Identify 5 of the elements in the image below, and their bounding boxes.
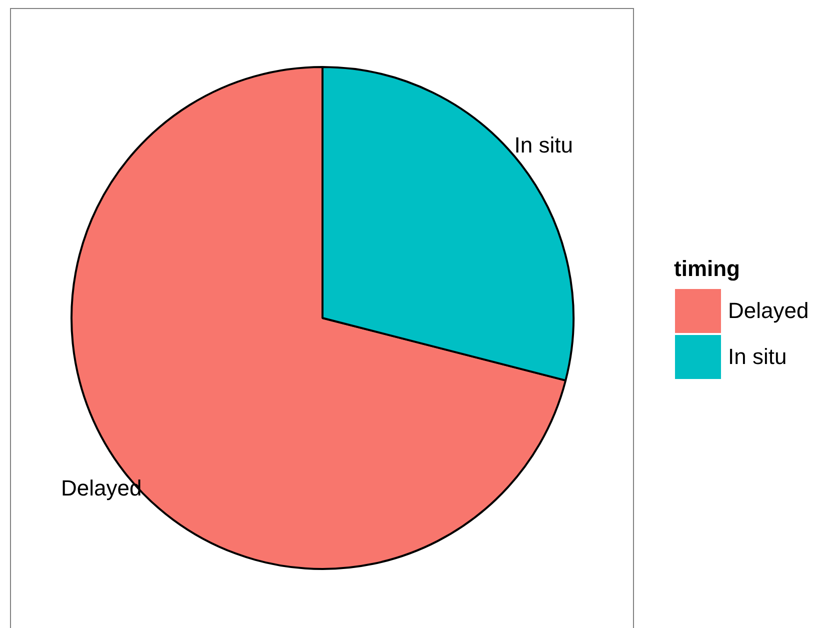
slice-label: In situ (514, 132, 573, 158)
legend-label: In situ (728, 344, 787, 370)
legend-label: Delayed (728, 298, 809, 324)
slice-label: Delayed (61, 476, 142, 501)
legend-title: timing (674, 256, 741, 282)
